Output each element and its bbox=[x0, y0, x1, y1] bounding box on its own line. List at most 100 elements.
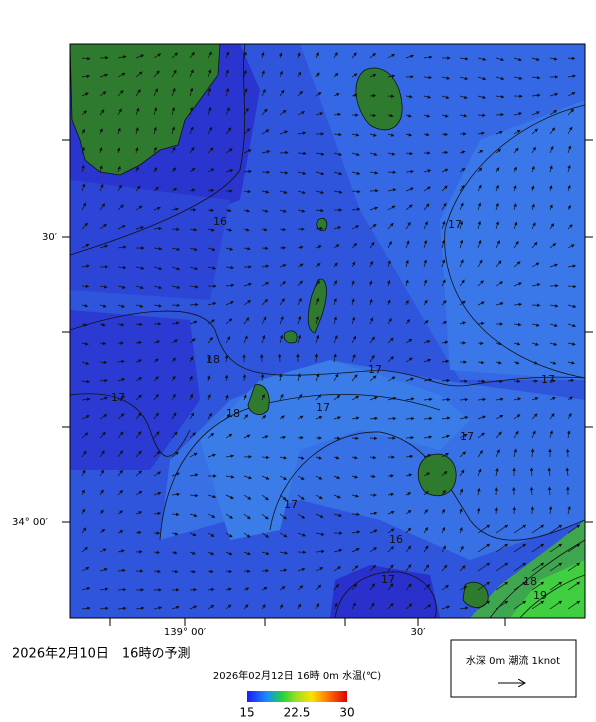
current-arrow bbox=[315, 532, 325, 536]
current-arrow bbox=[459, 527, 463, 534]
current-arrow bbox=[441, 378, 451, 383]
current-arrow bbox=[369, 133, 377, 137]
current-arrow bbox=[351, 548, 360, 553]
current-arrow bbox=[171, 492, 181, 497]
current-arrow bbox=[297, 585, 304, 591]
current-arrow bbox=[315, 190, 325, 195]
current-arrow bbox=[279, 227, 287, 232]
current-arrow bbox=[243, 587, 250, 591]
current-arrow bbox=[315, 513, 324, 518]
current-arrow bbox=[135, 340, 142, 345]
current-arrow bbox=[369, 546, 377, 553]
current-arrow bbox=[333, 513, 342, 517]
current-arrow bbox=[405, 357, 413, 363]
current-arrow bbox=[135, 530, 142, 535]
current-arrow bbox=[459, 565, 466, 572]
current-arrow bbox=[189, 569, 196, 574]
current-arrow bbox=[189, 106, 194, 116]
current-arrow bbox=[477, 562, 491, 572]
current-arrow bbox=[153, 304, 162, 308]
current-arrow bbox=[315, 394, 322, 401]
current-arrow bbox=[171, 146, 176, 154]
current-arrow bbox=[531, 93, 541, 98]
current-arrow bbox=[369, 94, 377, 98]
contour-label: 19 bbox=[533, 589, 547, 602]
current-arrow bbox=[261, 455, 270, 460]
current-arrow bbox=[81, 284, 90, 289]
current-arrow bbox=[207, 147, 214, 154]
current-arrow bbox=[531, 342, 539, 346]
current-arrow bbox=[279, 551, 289, 555]
current-arrow bbox=[495, 202, 499, 211]
current-arrow bbox=[225, 51, 230, 59]
current-arrow bbox=[207, 319, 215, 325]
current-arrow bbox=[117, 490, 124, 496]
current-arrow bbox=[513, 282, 522, 287]
current-arrow bbox=[495, 341, 503, 346]
legend-box bbox=[450, 639, 577, 698]
current-arrow bbox=[279, 109, 287, 116]
current-arrow bbox=[171, 532, 179, 536]
current-arrow bbox=[81, 567, 90, 572]
contour-label: 17 bbox=[368, 363, 382, 376]
current-arrow bbox=[423, 132, 430, 137]
current-arrow bbox=[477, 239, 482, 249]
current-arrow bbox=[243, 494, 252, 500]
current-arrow bbox=[459, 300, 466, 306]
current-arrow bbox=[225, 394, 229, 401]
current-arrow bbox=[387, 602, 394, 610]
current-arrow bbox=[441, 132, 449, 137]
current-arrow bbox=[459, 585, 468, 591]
current-arrow bbox=[369, 171, 379, 175]
current-arrow bbox=[261, 532, 270, 538]
current-arrow bbox=[189, 146, 195, 154]
current-arrow bbox=[189, 87, 194, 97]
current-arrow bbox=[494, 507, 499, 515]
current-arrow bbox=[441, 584, 449, 591]
current-arrow bbox=[207, 513, 216, 518]
current-arrow bbox=[530, 185, 535, 192]
current-arrow bbox=[225, 513, 233, 519]
current-arrow bbox=[333, 262, 338, 268]
current-arrow bbox=[423, 564, 430, 572]
current-arrow bbox=[333, 190, 343, 194]
current-arrow bbox=[405, 377, 415, 382]
current-arrow bbox=[441, 202, 447, 211]
current-arrow bbox=[207, 266, 217, 270]
current-arrow bbox=[260, 373, 265, 382]
current-arrow bbox=[387, 53, 396, 59]
current-arrow bbox=[547, 486, 552, 496]
colorbar-tick-label: 30 bbox=[339, 706, 354, 720]
current-arrow bbox=[387, 152, 396, 156]
current-arrow bbox=[261, 414, 267, 420]
current-arrow bbox=[81, 222, 88, 230]
current-arrow bbox=[135, 166, 139, 173]
current-arrow bbox=[315, 262, 321, 268]
current-arrow bbox=[351, 93, 358, 98]
current-arrow bbox=[459, 95, 468, 99]
current-arrow bbox=[81, 56, 91, 61]
current-arrow bbox=[224, 374, 229, 382]
current-arrow bbox=[477, 76, 487, 81]
current-arrow bbox=[531, 57, 540, 61]
current-arrow bbox=[369, 206, 379, 211]
current-arrow bbox=[405, 151, 414, 156]
current-arrow bbox=[441, 508, 445, 515]
current-arrow bbox=[171, 303, 181, 308]
current-arrow bbox=[171, 106, 176, 116]
current-arrow bbox=[495, 57, 505, 62]
contour-label: 18 bbox=[206, 353, 220, 366]
current-arrow bbox=[243, 189, 252, 194]
current-arrow bbox=[117, 378, 126, 382]
caption: 2026年2月10日 16時の予測 bbox=[12, 647, 190, 662]
current-arrow bbox=[369, 583, 376, 591]
current-arrow bbox=[405, 397, 415, 401]
current-arrow bbox=[279, 171, 289, 175]
current-arrow bbox=[207, 228, 215, 232]
current-arrow bbox=[297, 373, 301, 382]
current-arrow bbox=[567, 505, 571, 515]
current-arrow bbox=[261, 282, 270, 287]
current-arrow bbox=[333, 566, 341, 572]
current-arrow bbox=[459, 433, 468, 439]
current-arrow bbox=[279, 264, 287, 268]
